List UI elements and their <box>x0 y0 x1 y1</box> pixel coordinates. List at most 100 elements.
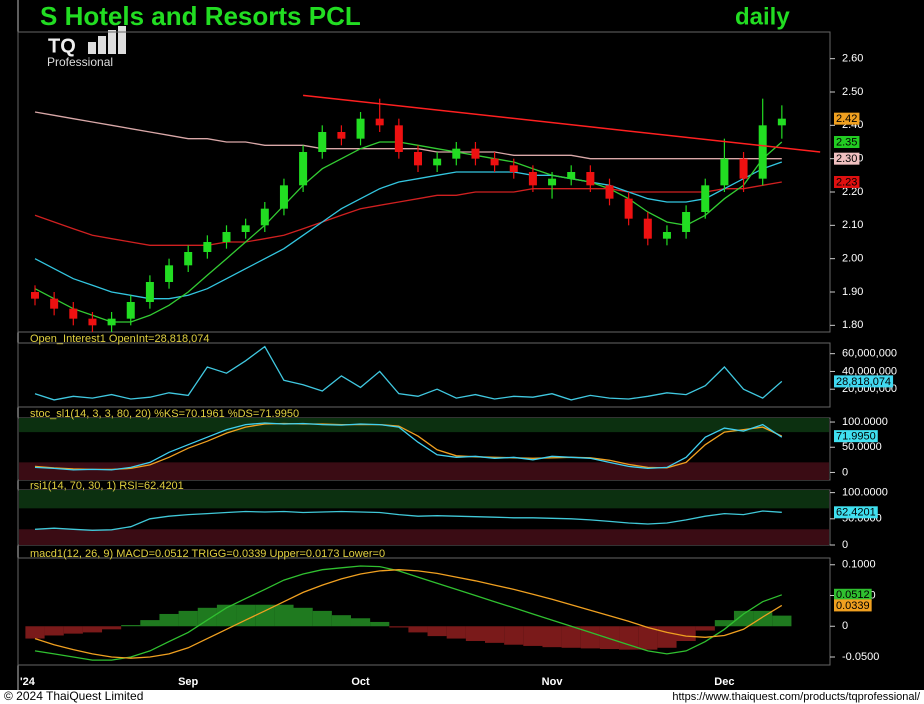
candle-body <box>126 302 135 319</box>
last-value-box <box>834 136 860 148</box>
histogram-bar <box>561 626 581 648</box>
histogram-bar <box>331 615 351 627</box>
indicator-line <box>34 161 783 300</box>
histogram-bar <box>63 626 83 634</box>
last-value-box <box>834 176 860 188</box>
candle-body <box>50 298 59 309</box>
last-value-tag: 71.9950 <box>834 430 878 443</box>
candle-body <box>624 198 633 219</box>
y-tick-label: -0.0500 <box>842 651 879 663</box>
indicator-line <box>34 181 782 246</box>
candle-body <box>337 132 346 139</box>
histogram-bar <box>293 607 313 627</box>
candle-body <box>299 152 308 186</box>
y-tick-label: 1.80 <box>842 319 863 331</box>
indicator-line <box>34 569 783 659</box>
x-tick-label: Sep <box>178 676 198 688</box>
candle-body <box>184 252 193 266</box>
y-tick-label: 2.60 <box>842 53 863 65</box>
zone-band <box>19 490 829 509</box>
histogram-bar <box>676 626 696 642</box>
panel-title: rsi1(14, 70, 30, 1) RSI=62.4201 <box>30 480 184 492</box>
candle-body <box>241 225 250 232</box>
last-value-label: 2.30 <box>836 153 857 165</box>
candle-body <box>720 158 729 186</box>
zone-band <box>19 462 829 480</box>
histogram-bar <box>44 626 64 636</box>
y-tick-label: 0.1000 <box>842 559 876 571</box>
candle-body <box>490 158 499 166</box>
histogram-bar <box>178 610 198 627</box>
candle-body <box>509 165 518 172</box>
y-tick-label: 2.10 <box>842 219 863 231</box>
candle-body <box>643 218 652 239</box>
footer-strip <box>0 690 924 704</box>
histogram-bar <box>599 626 620 650</box>
x-tick-label: Oct <box>351 676 370 688</box>
last-value-label: 62.4201 <box>836 507 876 519</box>
logo: TQ <box>48 35 76 57</box>
x-tick-label: '24 <box>20 676 36 688</box>
indicator-line <box>34 345 783 401</box>
last-value-tag: 2.23 <box>834 176 860 188</box>
y-tick-label: 1.90 <box>842 286 863 298</box>
candle-body <box>222 232 231 242</box>
histogram-bar <box>389 626 409 628</box>
panel-frame <box>17 557 831 666</box>
candle-body <box>356 118 365 139</box>
last-value-label: 71.9950 <box>836 431 876 443</box>
candle-body <box>88 318 97 326</box>
y-tick-label: 2.00 <box>842 253 863 265</box>
histogram-bar <box>485 626 505 643</box>
candle-body <box>69 308 78 319</box>
candle-body <box>452 148 461 159</box>
y-tick-label: 50.0000 <box>842 441 882 453</box>
candle-body <box>375 118 384 126</box>
candle-body <box>528 172 537 186</box>
last-value-tag: 62.4201 <box>834 506 878 519</box>
indicator-line <box>34 510 782 531</box>
y-tick-label: 2.20 <box>842 186 863 198</box>
period-label: daily <box>735 3 790 30</box>
histogram-bar <box>350 618 371 627</box>
trendline <box>303 94 821 153</box>
histogram-bar <box>159 613 179 627</box>
histogram-bar <box>523 626 543 646</box>
panel-frame <box>17 342 831 408</box>
zone-band <box>19 418 829 433</box>
candle-body <box>203 242 212 252</box>
histogram-bar <box>695 626 715 631</box>
histogram-bar <box>82 626 103 633</box>
candle-body <box>414 152 422 166</box>
chart-title: S Hotels and Resorts PCL <box>40 1 361 31</box>
histogram-bar <box>255 604 275 627</box>
candle-body <box>548 178 557 186</box>
last-value-label: 2.42 <box>836 113 857 125</box>
histogram-bar <box>102 626 122 630</box>
candle-body <box>739 158 748 179</box>
y-tick-label: 60,000,000 <box>842 348 897 360</box>
candle-body <box>260 208 269 226</box>
histogram-bar <box>121 625 141 627</box>
y-tick-label: 100.0000 <box>842 416 888 428</box>
histogram-bar <box>714 620 734 627</box>
candle-body <box>279 185 288 209</box>
last-value-tag: 0.0339 <box>834 599 872 612</box>
histogram-bar <box>542 626 562 648</box>
panel-title: macd1(12, 26, 9) MACD=0.0512 TRIGG=0.033… <box>30 548 385 560</box>
copyright: © 2024 ThaiQuest Limited <box>4 689 143 703</box>
candle-body <box>586 172 595 186</box>
logo-subtitle: Professional <box>47 55 113 69</box>
y-tick-label: 40,000,000 <box>842 365 897 377</box>
source-url: https://www.thaiquest.com/products/tqpro… <box>672 691 921 703</box>
candle-body <box>165 265 174 282</box>
candle-body <box>145 282 154 302</box>
candle-body <box>701 185 710 212</box>
last-value-tag: 2.30 <box>834 152 860 165</box>
indicator-line <box>34 565 783 661</box>
candle-body <box>471 148 480 159</box>
last-value-label: 0.0339 <box>836 600 870 612</box>
